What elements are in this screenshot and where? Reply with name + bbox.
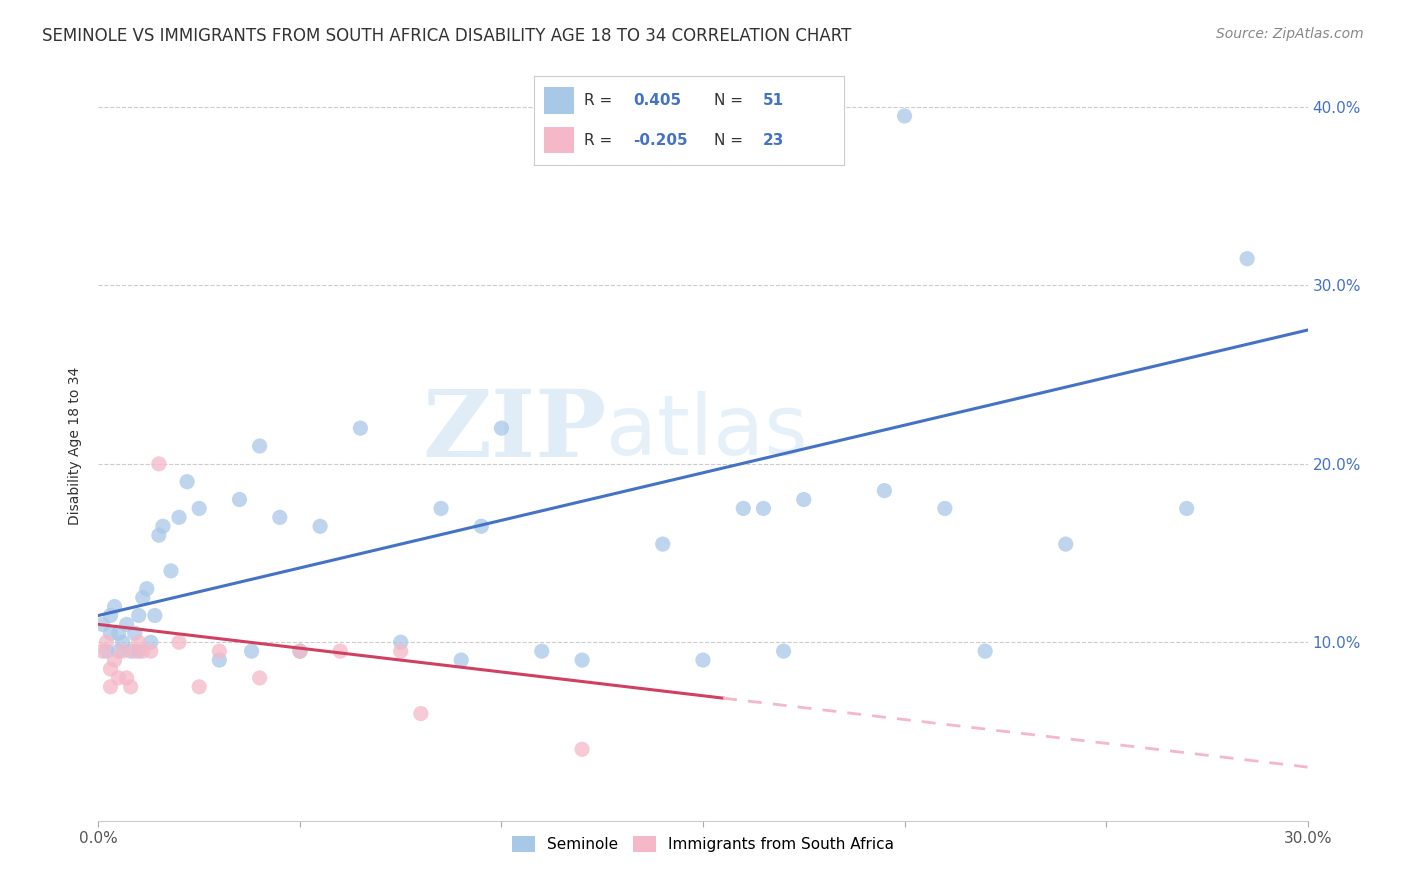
Legend: Seminole, Immigrants from South Africa: Seminole, Immigrants from South Africa bbox=[506, 830, 900, 858]
Point bbox=[873, 483, 896, 498]
Text: 0.405: 0.405 bbox=[633, 94, 682, 108]
Point bbox=[148, 457, 170, 471]
Point bbox=[96, 635, 118, 649]
Text: 23: 23 bbox=[763, 133, 785, 147]
Point bbox=[188, 680, 211, 694]
Point bbox=[772, 644, 794, 658]
Text: -0.205: -0.205 bbox=[633, 133, 688, 147]
Point bbox=[160, 564, 183, 578]
Point bbox=[148, 528, 170, 542]
Point bbox=[91, 644, 114, 658]
Text: N =: N = bbox=[714, 133, 748, 147]
Point bbox=[249, 439, 271, 453]
Point bbox=[1236, 252, 1258, 266]
Bar bbox=[544, 127, 575, 153]
Text: Source: ZipAtlas.com: Source: ZipAtlas.com bbox=[1216, 27, 1364, 41]
Point bbox=[530, 644, 553, 658]
Point bbox=[107, 671, 129, 685]
Point bbox=[1175, 501, 1198, 516]
Point bbox=[100, 662, 122, 676]
Point bbox=[143, 608, 166, 623]
Point bbox=[470, 519, 492, 533]
Text: ZIP: ZIP bbox=[422, 386, 606, 476]
Point bbox=[120, 644, 142, 658]
Point bbox=[128, 635, 150, 649]
Point bbox=[139, 644, 162, 658]
Point bbox=[430, 501, 453, 516]
Point bbox=[1054, 537, 1077, 551]
Point bbox=[167, 635, 190, 649]
Point bbox=[107, 644, 129, 658]
Point bbox=[571, 653, 593, 667]
Point bbox=[96, 644, 118, 658]
Point bbox=[132, 644, 155, 658]
Point bbox=[115, 617, 138, 632]
Point bbox=[450, 653, 472, 667]
Point bbox=[571, 742, 593, 756]
Point bbox=[269, 510, 291, 524]
Point bbox=[409, 706, 432, 721]
Point bbox=[249, 671, 271, 685]
Point bbox=[128, 608, 150, 623]
Point bbox=[111, 635, 134, 649]
Text: 51: 51 bbox=[763, 94, 785, 108]
Point bbox=[329, 644, 352, 658]
Point bbox=[100, 608, 122, 623]
Point bbox=[100, 680, 122, 694]
Y-axis label: Disability Age 18 to 34: Disability Age 18 to 34 bbox=[69, 367, 83, 525]
Point bbox=[240, 644, 263, 658]
Point bbox=[139, 635, 162, 649]
Text: N =: N = bbox=[714, 94, 748, 108]
Point bbox=[128, 644, 150, 658]
Point bbox=[288, 644, 311, 658]
Point bbox=[692, 653, 714, 667]
Point bbox=[309, 519, 332, 533]
Point bbox=[389, 635, 412, 649]
Point bbox=[793, 492, 815, 507]
Point bbox=[752, 501, 775, 516]
Point bbox=[491, 421, 513, 435]
Point bbox=[733, 501, 755, 516]
Text: R =: R = bbox=[583, 133, 617, 147]
Point bbox=[103, 599, 125, 614]
Point bbox=[132, 591, 155, 605]
Point bbox=[91, 617, 114, 632]
Point bbox=[288, 644, 311, 658]
Point bbox=[893, 109, 915, 123]
Point bbox=[974, 644, 997, 658]
Point bbox=[349, 421, 371, 435]
Text: R =: R = bbox=[583, 94, 617, 108]
Point bbox=[651, 537, 673, 551]
Point bbox=[389, 644, 412, 658]
Point bbox=[124, 626, 146, 640]
Point bbox=[188, 501, 211, 516]
Point bbox=[135, 582, 157, 596]
Point bbox=[103, 653, 125, 667]
Point bbox=[167, 510, 190, 524]
Point bbox=[124, 644, 146, 658]
Point bbox=[934, 501, 956, 516]
Point bbox=[152, 519, 174, 533]
Point bbox=[100, 626, 122, 640]
Point bbox=[120, 680, 142, 694]
Text: SEMINOLE VS IMMIGRANTS FROM SOUTH AFRICA DISABILITY AGE 18 TO 34 CORRELATION CHA: SEMINOLE VS IMMIGRANTS FROM SOUTH AFRICA… bbox=[42, 27, 852, 45]
Point bbox=[208, 644, 231, 658]
Point bbox=[111, 644, 134, 658]
Point bbox=[107, 626, 129, 640]
Point bbox=[208, 653, 231, 667]
Text: atlas: atlas bbox=[606, 391, 808, 472]
Point bbox=[115, 671, 138, 685]
Point bbox=[176, 475, 198, 489]
Point bbox=[228, 492, 250, 507]
Bar bbox=[544, 87, 575, 114]
